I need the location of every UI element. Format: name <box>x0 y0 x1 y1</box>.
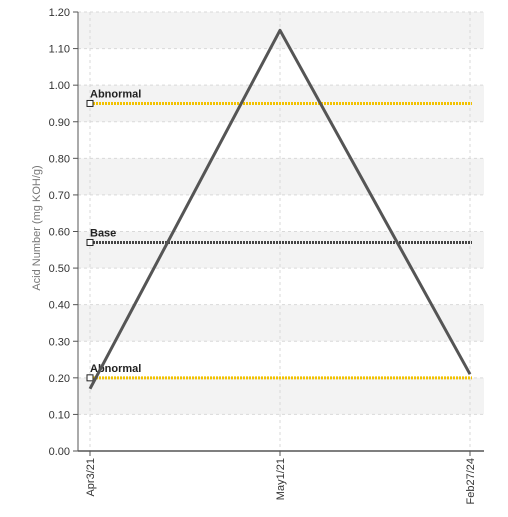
y-tick-label: 0.60 <box>49 227 70 239</box>
y-tick-label: 0.10 <box>49 409 70 421</box>
grid-lines <box>78 11 484 451</box>
y-axis-label: Acid Number (mg KOH/g) <box>31 165 43 290</box>
y-tick-label: 0.70 <box>49 190 70 202</box>
y-tick-label: 0.80 <box>49 153 70 165</box>
reference-marker <box>86 238 94 246</box>
y-tick-label: 0.00 <box>49 446 70 458</box>
x-tick-labels: Apr3/21 May1/21 Feb27/24 <box>85 458 477 504</box>
y-tick-label: 0.40 <box>49 300 70 312</box>
grid-band <box>78 304 484 342</box>
background-bands <box>78 12 484 415</box>
data-series <box>88 28 472 390</box>
grid-band <box>78 231 484 269</box>
grid-band <box>78 377 484 415</box>
y-tick-label: 1.10 <box>49 44 70 56</box>
y-tick-label: 1.20 <box>49 7 70 19</box>
reference-label: Abnormal <box>90 88 141 100</box>
y-tick-label: 1.00 <box>49 80 70 92</box>
reference-marker <box>86 99 94 107</box>
x-tick-label: Feb27/24 <box>465 458 477 504</box>
axes <box>73 11 484 456</box>
grid-band <box>78 158 484 195</box>
y-tick-labels: 0.00 0.10 0.20 0.30 0.40 0.50 0.60 0.70 0.80 0.90… <box>49 7 70 458</box>
y-tick-label: 0.20 <box>49 373 70 385</box>
reference-label: Base <box>90 227 116 239</box>
y-tick-label: 0.90 <box>49 117 70 129</box>
x-tick-label: May1/21 <box>275 458 287 500</box>
x-tick-label: Apr3/21 <box>85 458 97 497</box>
series-line <box>88 28 472 390</box>
y-tick-label: 0.50 <box>49 263 70 275</box>
reference-marker <box>86 374 94 382</box>
y-tick-label: 0.30 <box>49 336 70 348</box>
